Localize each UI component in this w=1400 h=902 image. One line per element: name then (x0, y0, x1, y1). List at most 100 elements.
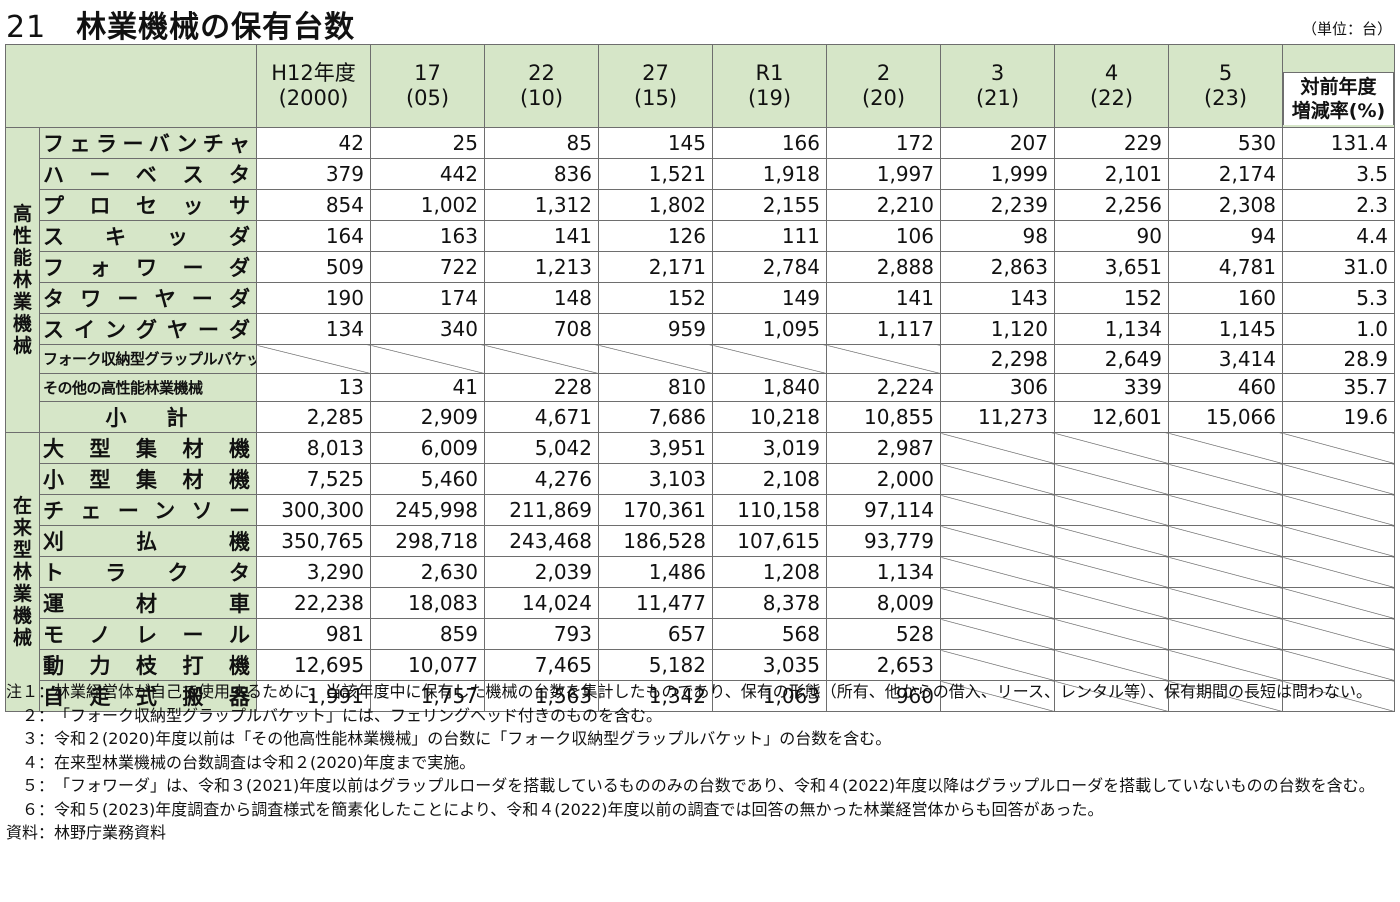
category-label: 高性能林業機械 (5, 127, 40, 433)
value-cell: 111 (712, 220, 827, 252)
machine-name-text: 動力枝打機 (43, 654, 250, 678)
header-year-6: 3 (21) (940, 44, 1055, 128)
value-cell: 2,888 (826, 251, 941, 283)
value-cell: 106 (826, 220, 941, 252)
value-cell: 2,863 (940, 251, 1055, 283)
empty-cell (1054, 680, 1169, 712)
header-rate-box: 対前年度 増減率(%) (1283, 72, 1394, 125)
empty-cell (940, 525, 1055, 557)
value-cell: 1,134 (826, 556, 941, 588)
value-cell: 228 (484, 372, 599, 402)
value-cell: 2,653 (826, 649, 941, 681)
value-cell: 722 (370, 251, 485, 283)
value-cell: 2,256 (1054, 189, 1169, 221)
value-cell: 166 (712, 127, 827, 159)
value-cell: 3,035 (712, 649, 827, 681)
value-cell: 854 (256, 189, 371, 221)
table-row: その他の高性能林業機械 13 41 228 810 1,840 2,224 306 339 460… (6, 372, 1395, 402)
value-cell: 5,042 (484, 432, 599, 464)
empty-cell (940, 618, 1055, 650)
empty-cell (1282, 525, 1395, 557)
category-label: 在来型林業機械 (5, 432, 40, 712)
machine-name: 自走式搬器 (39, 680, 257, 712)
title-number: 21 (6, 10, 47, 45)
value-cell: 7,525 (256, 463, 371, 495)
value-cell: 8,378 (712, 587, 827, 619)
header-rate: 対前年度 増減率(%) (1282, 44, 1395, 128)
note-label: ４： (6, 752, 55, 772)
value-cell: 245,998 (370, 494, 485, 526)
value-cell: 90 (1054, 220, 1169, 252)
value-cell: 134 (256, 313, 371, 345)
empty-cell (1054, 432, 1169, 464)
value-cell: 4.4 (1282, 220, 1395, 252)
table-row: ハーベスタ 379 442 836 1,521 1,918 1,997 1,999 2,101 2… (6, 158, 1395, 190)
value-cell: 568 (712, 618, 827, 650)
category-text: 高性能林業機械 (12, 203, 32, 357)
value-cell: 708 (484, 313, 599, 345)
value-cell: 1,117 (826, 313, 941, 345)
machine-name-text: 小型集材機 (43, 468, 250, 492)
value-cell: 3,651 (1054, 251, 1169, 283)
header-year-0: H12年度 (2000) (256, 44, 371, 128)
empty-cell (1282, 649, 1395, 681)
machinery-table: H12年度 (2000) 17 (05) 22 (10) 27 (15) R1 (19) 2 (20)… (5, 44, 1395, 712)
value-cell: 1,312 (484, 189, 599, 221)
value-cell: 12,601 (1054, 401, 1169, 433)
value-cell: 2,630 (370, 556, 485, 588)
empty-cell (1168, 618, 1283, 650)
value-cell: 4,781 (1168, 251, 1283, 283)
value-cell: 4,276 (484, 463, 599, 495)
machine-name: モノレール (39, 618, 257, 650)
note-label: ５： (6, 776, 55, 795)
machine-name-text: フェラーバンチャ (43, 132, 250, 156)
value-cell: 110,158 (712, 494, 827, 526)
empty-cell (370, 344, 485, 374)
value-cell: 186,528 (598, 525, 713, 557)
header-year-line: 27 (642, 61, 669, 85)
value-cell: 10,218 (712, 401, 827, 433)
empty-cell (1168, 432, 1283, 464)
header-year-line: (15) (633, 86, 678, 110)
value-cell: 981 (256, 618, 371, 650)
empty-cell (256, 344, 371, 374)
value-cell: 149 (712, 282, 827, 314)
machine-name: 刈払機 (39, 525, 257, 557)
value-cell: 163 (370, 220, 485, 252)
machine-name: スキッダ (39, 220, 257, 252)
value-cell: 1,095 (712, 313, 827, 345)
category-text: 在来型林業機械 (12, 495, 32, 649)
empty-cell (1054, 525, 1169, 557)
value-cell: 10,077 (370, 649, 485, 681)
value-cell: 1,521 (598, 158, 713, 190)
empty-cell (1168, 525, 1283, 557)
header-corner (5, 44, 257, 128)
machine-name-text: 小計 (105, 406, 228, 430)
value-cell: 12,695 (256, 649, 371, 681)
header-year-4: R1 (19) (712, 44, 827, 128)
value-cell: 2,000 (826, 463, 941, 495)
table-row: プロセッサ 854 1,002 1,312 1,802 2,155 2,210 2,239 2,… (6, 189, 1395, 221)
header-year-line: (20) (861, 86, 906, 110)
empty-cell (1282, 432, 1395, 464)
machine-name-text: フォーク収納型グラップルバケット (43, 350, 257, 369)
value-cell: 11,273 (940, 401, 1055, 433)
machine-name: フォーク収納型グラップルバケット (39, 344, 257, 374)
value-cell: 145 (598, 127, 713, 159)
empty-cell (1282, 463, 1395, 495)
header-year-3: 27 (15) (598, 44, 713, 128)
note-text: 「フォーク収納型グラップルバケット」には、フェリングヘッド付きのものを含む。 (54, 705, 663, 725)
machine-name: 小計 (39, 401, 257, 433)
empty-cell (940, 432, 1055, 464)
empty-cell (1054, 649, 1169, 681)
value-cell: 859 (370, 618, 485, 650)
header-year-line: R1 (755, 61, 784, 85)
value-cell: 1,802 (598, 189, 713, 221)
note-item: ４： 在来型林業機械の台数調査は令和２(2020)年度まで実施。 (6, 751, 1396, 775)
value-cell: 107,615 (712, 525, 827, 557)
machine-name: トラクタ (39, 556, 257, 588)
header-year-line: 17 (414, 61, 441, 85)
value-cell: 148 (484, 282, 599, 314)
value-cell: 3,951 (598, 432, 713, 464)
machine-name: フェラーバンチャ (39, 127, 257, 159)
